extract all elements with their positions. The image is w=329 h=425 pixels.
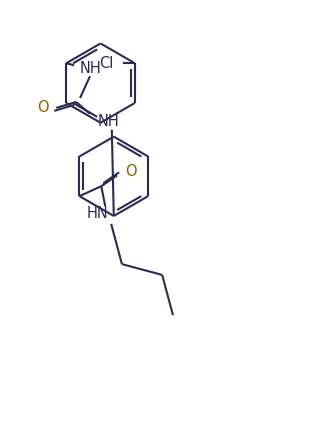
Text: Cl: Cl [99,56,113,71]
Text: HN: HN [87,207,108,221]
Text: NH: NH [80,61,102,76]
Text: NH: NH [98,114,120,129]
Text: O: O [37,100,48,116]
Text: O: O [125,164,137,179]
